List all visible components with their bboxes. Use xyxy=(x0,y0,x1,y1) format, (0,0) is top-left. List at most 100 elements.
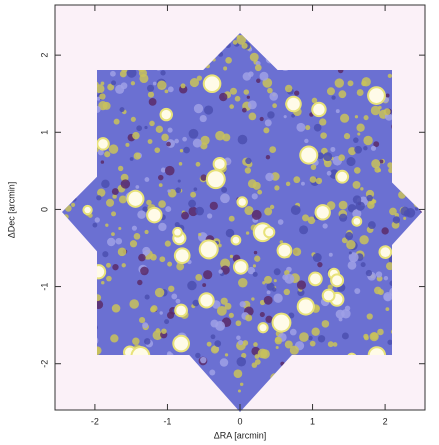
texture xyxy=(229,313,234,318)
texture xyxy=(153,82,157,86)
texture xyxy=(313,253,322,262)
texture xyxy=(357,89,364,96)
texture xyxy=(250,53,259,62)
texture xyxy=(120,71,127,78)
texture xyxy=(304,139,308,143)
texture xyxy=(362,77,371,86)
texture xyxy=(233,237,240,244)
texture xyxy=(181,83,186,88)
texture xyxy=(139,74,148,83)
texture xyxy=(293,247,302,256)
texture xyxy=(305,125,310,130)
texture xyxy=(209,369,215,375)
texture xyxy=(284,115,287,118)
texture xyxy=(378,289,384,295)
texture xyxy=(240,383,243,386)
texture xyxy=(176,306,186,316)
texture xyxy=(125,143,129,147)
texture xyxy=(260,312,265,317)
texture xyxy=(324,291,334,301)
texture xyxy=(299,332,309,342)
texture xyxy=(366,195,372,201)
texture xyxy=(105,224,108,227)
texture xyxy=(371,159,380,168)
texture xyxy=(339,214,347,222)
texture xyxy=(319,118,326,125)
texture xyxy=(313,104,324,115)
texture xyxy=(175,187,181,193)
texture xyxy=(276,346,279,349)
x-tick-label: -2 xyxy=(91,416,99,426)
texture xyxy=(377,329,384,336)
texture xyxy=(252,210,262,220)
texture xyxy=(142,247,150,255)
texture xyxy=(253,182,261,190)
texture xyxy=(144,338,151,345)
texture xyxy=(296,123,305,132)
texture xyxy=(342,333,349,340)
texture xyxy=(158,200,166,208)
texture xyxy=(299,299,313,313)
texture xyxy=(327,87,335,95)
texture xyxy=(317,206,329,218)
texture xyxy=(229,216,235,222)
texture xyxy=(285,85,293,93)
texture xyxy=(230,88,237,95)
texture xyxy=(176,249,189,262)
texture xyxy=(182,137,187,142)
texture xyxy=(264,296,273,305)
texture xyxy=(235,96,241,102)
texture xyxy=(273,294,282,303)
texture xyxy=(346,240,355,249)
texture xyxy=(310,341,316,347)
texture xyxy=(223,66,227,70)
texture xyxy=(353,181,361,189)
texture xyxy=(265,173,274,182)
texture xyxy=(315,306,320,311)
texture xyxy=(187,281,196,290)
texture xyxy=(284,274,294,284)
texture xyxy=(218,244,222,248)
texture xyxy=(290,346,299,355)
texture xyxy=(196,162,201,167)
texture xyxy=(260,117,264,121)
texture xyxy=(322,320,330,328)
texture xyxy=(149,121,155,127)
texture xyxy=(387,340,392,345)
texture xyxy=(272,103,277,108)
texture xyxy=(243,72,251,80)
texture xyxy=(115,85,124,94)
texture xyxy=(111,211,116,216)
texture xyxy=(336,109,340,113)
x-tick-label: -1 xyxy=(163,416,171,426)
texture xyxy=(265,119,272,126)
texture xyxy=(376,271,382,277)
texture xyxy=(131,117,136,122)
texture xyxy=(134,152,141,159)
texture xyxy=(381,227,388,234)
texture xyxy=(179,162,183,166)
texture xyxy=(354,288,360,294)
texture xyxy=(112,188,119,195)
texture xyxy=(264,276,272,284)
y-axis-label: ΔDec [arcmin] xyxy=(6,182,16,239)
texture xyxy=(286,182,290,186)
texture xyxy=(310,274,321,285)
texture xyxy=(297,280,306,289)
texture xyxy=(194,104,203,113)
texture xyxy=(138,254,146,262)
texture xyxy=(181,212,189,220)
texture xyxy=(159,256,165,262)
texture xyxy=(378,106,382,110)
texture xyxy=(259,324,266,331)
texture xyxy=(109,144,119,154)
texture xyxy=(176,299,181,304)
texture xyxy=(201,241,217,257)
texture xyxy=(249,113,257,121)
texture xyxy=(238,278,247,287)
texture xyxy=(168,86,174,92)
texture xyxy=(200,115,207,122)
texture xyxy=(357,132,360,135)
texture xyxy=(194,187,198,191)
texture xyxy=(132,226,137,231)
